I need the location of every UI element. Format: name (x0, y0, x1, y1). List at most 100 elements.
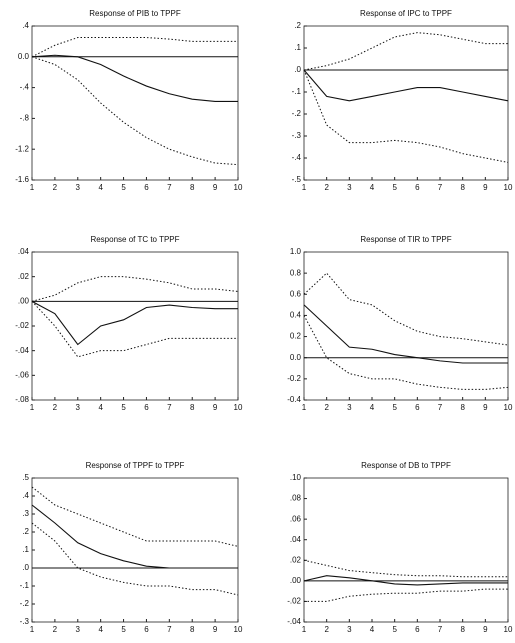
x-tick-label: 7 (167, 403, 172, 412)
x-tick-label: 6 (144, 625, 149, 634)
x-tick-label: 9 (483, 625, 488, 634)
x-tick-label: 8 (190, 403, 195, 412)
y-tick-label: -.4 (20, 83, 30, 92)
y-tick-label: .0 (22, 563, 29, 572)
x-tick-label: 7 (167, 625, 172, 634)
y-tick-label: .2 (22, 527, 29, 536)
chart-title: Response of DB to TPPF (361, 461, 451, 470)
response-line (303, 304, 508, 364)
confidence-band (304, 588, 508, 602)
response-line (31, 300, 238, 346)
y-tick-label: .00 (290, 576, 302, 585)
x-tick-label: 9 (213, 403, 218, 412)
confidence-band (303, 272, 509, 346)
x-tick-label: 1 (30, 183, 35, 192)
x-tick-label: 9 (483, 183, 488, 192)
y-tick-label: .1 (22, 545, 29, 554)
x-tick-label: 10 (504, 183, 513, 192)
x-tick-label: 9 (483, 403, 488, 412)
chart-title: Response of PIB to TPPF (89, 9, 181, 18)
x-tick-label: 1 (30, 403, 35, 412)
y-tick-label: 0.4 (290, 311, 302, 320)
y-tick-label: -.8 (20, 114, 30, 123)
x-tick-label: 4 (98, 403, 103, 412)
plot-frame (31, 477, 239, 623)
plot-frame (303, 251, 509, 401)
x-tick-label: 10 (504, 403, 513, 412)
x-tick-label: 5 (392, 183, 397, 192)
x-tick-label: 4 (370, 183, 375, 192)
y-tick-label: 0.0 (18, 52, 30, 61)
y-tick-label: -1.2 (15, 144, 29, 153)
x-tick-label: 1 (302, 625, 307, 634)
x-tick-label: 4 (98, 625, 103, 634)
x-tick-label: 4 (370, 403, 375, 412)
x-tick-label: 10 (234, 183, 243, 192)
y-tick-label: 0.2 (290, 332, 302, 341)
y-tick-label: .3 (22, 509, 29, 518)
y-tick-label: .1 (294, 43, 301, 52)
y-tick-label: 0.6 (290, 289, 302, 298)
y-tick-label: .0 (294, 65, 301, 74)
confidence-band (31, 486, 239, 547)
y-tick-label: -.4 (292, 153, 302, 162)
y-tick-label: -.1 (20, 581, 30, 590)
chart-title: Response of TPPF to TPPF (86, 461, 185, 470)
confidence-band (303, 559, 508, 578)
x-tick-label: 9 (213, 183, 218, 192)
x-tick-label: 6 (415, 625, 420, 634)
x-tick-label: 7 (438, 625, 443, 634)
plot-frame (31, 251, 239, 401)
y-tick-label: 1.0 (290, 247, 302, 256)
x-tick-label: 4 (370, 625, 375, 634)
x-tick-label: 5 (121, 625, 126, 634)
x-tick-label: 6 (415, 403, 420, 412)
x-tick-label: 2 (53, 183, 58, 192)
x-tick-label: 3 (76, 625, 81, 634)
y-tick-label: .2 (294, 21, 301, 30)
response-line (31, 54, 238, 103)
confidence-band (31, 37, 238, 58)
plot-frame (303, 25, 509, 181)
confidence-band (31, 276, 239, 302)
x-tick-label: 5 (121, 183, 126, 192)
x-tick-label: 2 (324, 183, 329, 192)
x-tick-label: 5 (121, 403, 126, 412)
response-line (303, 575, 508, 586)
y-tick-label: -.04 (15, 346, 29, 355)
y-tick-label: 0.8 (290, 268, 302, 277)
y-tick-label: .10 (290, 473, 302, 482)
y-tick-label: 0.0 (290, 353, 302, 362)
x-tick-label: 9 (213, 625, 218, 634)
x-tick-label: 1 (302, 183, 307, 192)
x-tick-label: 3 (76, 403, 81, 412)
confidence-band (303, 32, 508, 71)
x-tick-label: 3 (347, 625, 352, 634)
confidence-band (303, 69, 509, 163)
y-tick-label: .4 (22, 491, 29, 500)
x-tick-label: 2 (324, 403, 329, 412)
response-line (31, 504, 238, 569)
confidence-band (31, 522, 239, 596)
chart-title: Response of TIR to TPPF (360, 235, 451, 244)
y-tick-label: -1.6 (15, 175, 29, 184)
y-tick-label: -.08 (15, 395, 29, 404)
y-tick-label: -.1 (292, 87, 302, 96)
y-tick-label: .02 (290, 555, 302, 564)
x-tick-label: 4 (98, 183, 103, 192)
y-tick-label: -.5 (292, 175, 302, 184)
x-tick-label: 3 (76, 183, 81, 192)
x-tick-label: 8 (190, 183, 195, 192)
y-tick-label: .5 (22, 473, 29, 482)
x-tick-label: 6 (144, 403, 149, 412)
x-tick-label: 5 (392, 625, 397, 634)
y-tick-label: .00 (18, 296, 30, 305)
y-tick-label: -0.4 (287, 395, 301, 404)
x-tick-label: 8 (190, 625, 195, 634)
x-tick-label: 2 (53, 625, 58, 634)
x-tick-label: 2 (53, 403, 58, 412)
chart-title: Response of IPC to TPPF (360, 9, 452, 18)
y-tick-label: -.04 (287, 617, 301, 626)
x-tick-label: 10 (234, 403, 243, 412)
